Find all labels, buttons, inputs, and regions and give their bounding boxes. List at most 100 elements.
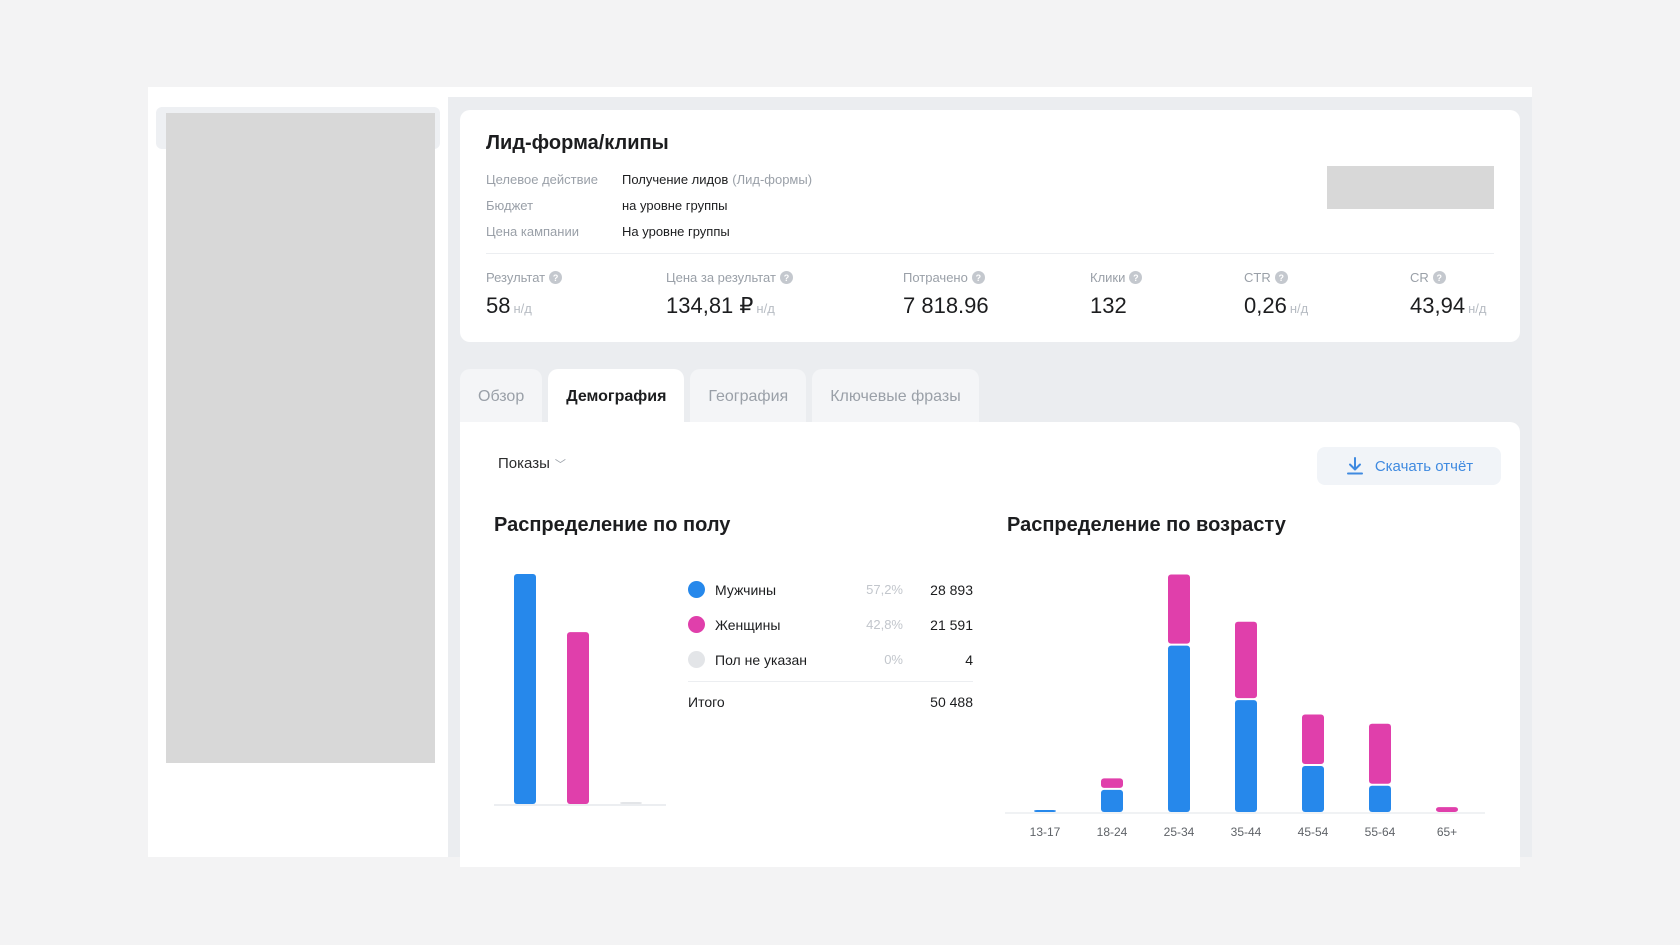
metric-select-dropdown[interactable]: Показы ﹀: [498, 455, 566, 472]
metric-label: Цена за результат: [666, 270, 776, 285]
age-tick-label: 18-24: [1097, 825, 1128, 839]
age-section-title: Распределение по возрасту: [1007, 514, 1286, 536]
legend-total-value: 50 488: [930, 694, 973, 710]
metric-select-value: Показы: [498, 455, 550, 472]
metric-result: Результат? 58 н/д: [486, 270, 563, 319]
age-tick-label: 65+: [1437, 825, 1457, 839]
legend-divider: [688, 681, 973, 682]
download-icon: [1346, 457, 1363, 475]
metric-ctr: CTR? 0,26 н/д: [1244, 270, 1308, 319]
age-bar-male: [1302, 765, 1324, 812]
age-bar-female: [1302, 714, 1324, 764]
legend-row-male: Мужчины 57,2% 28 893: [688, 572, 973, 607]
metric-value: 134,81 ₽: [666, 293, 754, 318]
tab-demography[interactable]: Демография: [548, 369, 685, 424]
help-icon[interactable]: ?: [971, 271, 985, 284]
age-tick-label: 45-54: [1298, 825, 1329, 839]
info-label: Цена кампании: [486, 224, 579, 239]
metric-label: CTR: [1244, 270, 1271, 285]
tab-keywords[interactable]: Ключевые фразы: [812, 369, 979, 424]
legend-row-unknown: Пол не указан 0% 4: [688, 642, 973, 677]
help-icon[interactable]: ?: [1129, 271, 1143, 284]
legend-name: Мужчины: [715, 581, 777, 598]
metric-cr: CR? 43,94 н/д: [1410, 270, 1486, 319]
age-tick-label: 25-34: [1164, 825, 1195, 839]
metric-value: 7 818.96: [903, 293, 989, 318]
age-tick-label: 35-44: [1231, 825, 1262, 839]
help-icon[interactable]: ?: [779, 271, 793, 284]
unknown-dot-icon: [688, 651, 705, 668]
metric-na: н/д: [1468, 301, 1487, 316]
metric-na: н/д: [513, 301, 532, 316]
legend-value: 21 591: [930, 616, 973, 633]
metric-label: Результат: [486, 270, 546, 285]
age-bar-female: [1369, 723, 1391, 784]
sidebar-redacted-placeholder: [166, 113, 435, 763]
age-bar-female: [1436, 807, 1458, 812]
info-value: на уровне группы: [622, 198, 728, 213]
legend-total-row: Итого 50 488: [688, 682, 973, 722]
female-dot-icon: [688, 616, 705, 633]
help-icon[interactable]: ?: [549, 271, 563, 284]
legend-percent: 42,8%: [866, 617, 903, 632]
gender-bar-male: [514, 574, 536, 804]
info-row-budget: Бюджет на уровне группы: [486, 198, 728, 213]
metric-cost-per-result: Цена за результат? 134,81 ₽ н/д: [666, 270, 793, 319]
sidebar: [148, 97, 448, 857]
campaign-title: Лид-форма/клипы: [486, 132, 669, 154]
gender-legend: Мужчины 57,2% 28 893 Женщины 42,8% 21 59…: [688, 572, 973, 722]
metric-label: CR: [1410, 270, 1429, 285]
header-divider: [486, 253, 1494, 254]
info-value: Получение лидов: [622, 172, 729, 187]
download-report-button[interactable]: Скачать отчёт: [1317, 447, 1501, 485]
age-bar-male: [1369, 785, 1391, 812]
info-label: Бюджет: [486, 198, 534, 213]
male-dot-icon: [688, 581, 705, 598]
chevron-down-icon: ﹀: [554, 458, 566, 471]
gender-section-title: Распределение по полу: [494, 514, 731, 536]
info-label: Целевое действие: [486, 172, 598, 187]
age-bar-male: [1235, 700, 1257, 812]
age-stacked-bar-chart: 13-17 18-24 25-34 35-44 45-54 55-64 65+: [1005, 574, 1485, 839]
legend-row-female: Женщины 42,8% 21 591: [688, 607, 973, 642]
age-bar-female: [1235, 621, 1257, 699]
metric-na: н/д: [1289, 301, 1309, 316]
tab-geography[interactable]: География: [690, 369, 807, 424]
age-tick-label: 55-64: [1365, 825, 1396, 839]
app-frame: Лид-форма/клипы Целевое действие Получен…: [148, 87, 1532, 867]
metric-spent: Потрачено? 7 818.96: [903, 270, 989, 319]
metric-value: 132: [1090, 293, 1127, 318]
download-report-label: Скачать отчёт: [1374, 457, 1474, 475]
header-redacted-placeholder: [1327, 166, 1494, 209]
metric-value: 0,26: [1244, 293, 1287, 318]
tab-overview[interactable]: Обзор: [460, 369, 543, 424]
age-bar-male: [1168, 645, 1190, 812]
gender-bar-female: [567, 632, 589, 804]
age-bar-male: [1034, 810, 1056, 812]
gender-bar-chart: [494, 574, 666, 806]
demography-panel: Показы ﹀ Скачать отчёт Распределение по …: [460, 422, 1520, 867]
age-bar-female: [1168, 574, 1190, 644]
age-bar-male: [1101, 789, 1123, 812]
legend-name: Женщины: [715, 616, 781, 633]
legend-total-label: Итого: [688, 694, 725, 710]
metric-label: Клики: [1090, 270, 1126, 285]
age-bar-female: [1101, 778, 1123, 788]
metric-value: 43,94: [1410, 293, 1466, 318]
info-value: На уровне группы: [622, 224, 730, 239]
legend-percent: 0%: [884, 652, 903, 667]
info-row-campaign-price: Цена кампании На уровне группы: [486, 224, 730, 239]
legend-value: 28 893: [930, 581, 973, 598]
help-icon[interactable]: ?: [1432, 271, 1446, 284]
help-icon[interactable]: ?: [1274, 271, 1288, 284]
metric-na: н/д: [756, 301, 775, 316]
legend-value: 4: [965, 651, 973, 668]
info-row-target-action: Целевое действие Получение лидов (Лид-фо…: [486, 172, 812, 187]
age-tick-label: 13-17: [1030, 825, 1061, 839]
info-suffix: (Лид-формы): [732, 172, 813, 187]
legend-name: Пол не указан: [715, 651, 808, 668]
metric-clicks: Клики? 132: [1090, 270, 1143, 319]
metric-value: 58: [486, 293, 511, 318]
stats-tabs: Обзор Демография География Ключевые фраз…: [460, 369, 979, 424]
campaign-header-card: Лид-форма/клипы Целевое действие Получен…: [460, 110, 1520, 342]
